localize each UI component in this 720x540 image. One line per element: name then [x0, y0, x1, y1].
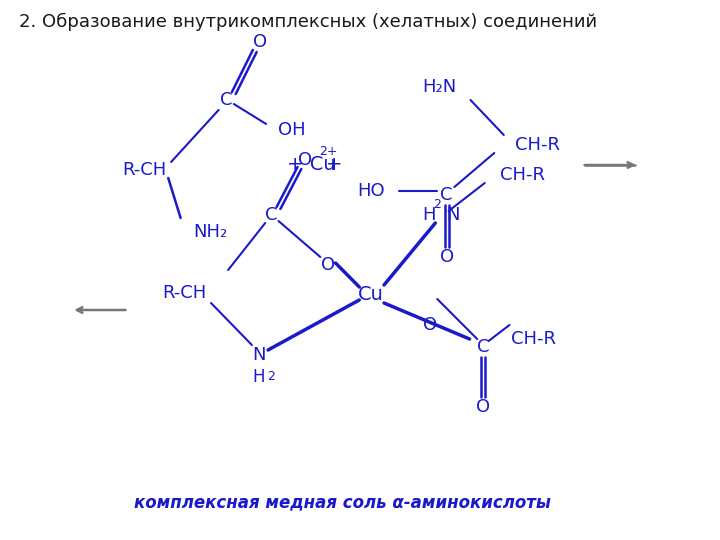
- Text: C: C: [265, 206, 277, 224]
- Text: 2: 2: [433, 198, 441, 211]
- Text: +: +: [326, 156, 343, 174]
- Text: комплексная медная соль α-аминокислоты: комплексная медная соль α-аминокислоты: [134, 493, 551, 511]
- Text: OH: OH: [277, 121, 305, 139]
- Text: 2: 2: [267, 370, 275, 383]
- Text: O: O: [440, 248, 454, 266]
- Text: O: O: [423, 316, 437, 334]
- Text: 2. Образование внутрикомплексных (хелатных) соединений: 2. Образование внутрикомплексных (хелатн…: [19, 13, 597, 31]
- Text: O: O: [321, 256, 335, 274]
- Text: HO: HO: [357, 182, 385, 200]
- Text: CH-R: CH-R: [511, 330, 557, 348]
- Text: R-CH: R-CH: [162, 284, 206, 302]
- Text: C: C: [441, 186, 453, 204]
- Text: Cu: Cu: [358, 286, 384, 305]
- Text: 2+: 2+: [320, 145, 338, 158]
- Text: H: H: [252, 368, 265, 386]
- Text: N: N: [446, 206, 460, 224]
- Text: NH₂: NH₂: [193, 223, 228, 241]
- Text: O: O: [253, 33, 268, 51]
- Text: R-CH: R-CH: [122, 161, 166, 179]
- Text: H₂N: H₂N: [422, 78, 456, 96]
- Text: O: O: [476, 398, 490, 416]
- Text: + Cu: + Cu: [287, 156, 336, 174]
- Text: CH-R: CH-R: [500, 166, 545, 184]
- Text: H: H: [422, 206, 436, 224]
- Text: C: C: [477, 338, 489, 356]
- Text: N: N: [252, 346, 265, 364]
- Text: CH-R: CH-R: [516, 136, 560, 154]
- Text: C: C: [220, 91, 233, 109]
- Text: O: O: [298, 151, 312, 169]
